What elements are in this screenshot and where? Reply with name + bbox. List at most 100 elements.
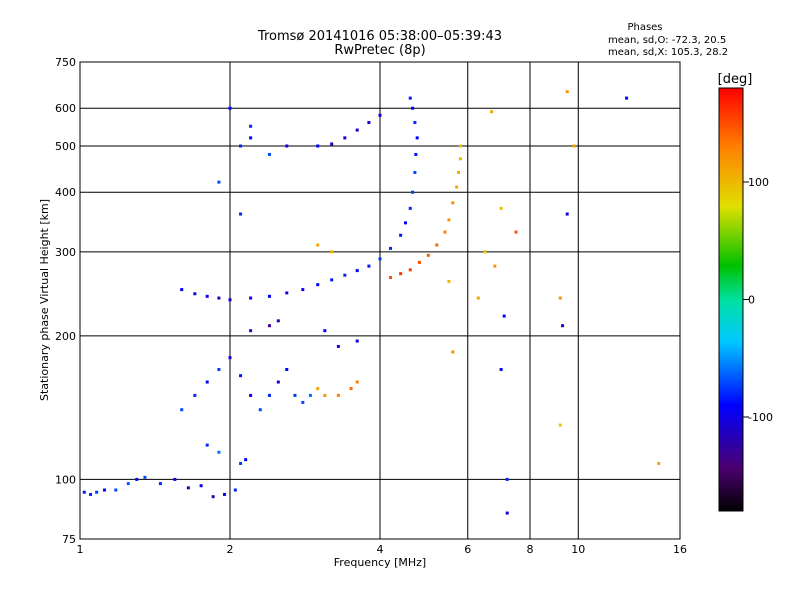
- data-point: [239, 212, 243, 216]
- data-point: [561, 324, 565, 328]
- x-axis-ticks: 1 2 4 6 8 10 16: [77, 543, 688, 556]
- data-point: [239, 461, 243, 465]
- data-point: [330, 142, 334, 146]
- colorbar-tick-label: 100: [748, 176, 769, 189]
- data-point: [389, 246, 393, 250]
- data-point: [301, 288, 305, 292]
- data-point: [301, 400, 305, 404]
- data-point: [483, 250, 487, 254]
- y-tick-label: 400: [55, 186, 76, 199]
- data-point: [276, 319, 280, 323]
- data-point: [323, 329, 327, 333]
- chart-title: Tromsø 20141016 05:38:00–05:39:43: [257, 29, 502, 44]
- data-point: [82, 490, 86, 494]
- data-point: [330, 278, 334, 282]
- data-point: [233, 488, 237, 492]
- data-point: [336, 344, 340, 348]
- data-point: [565, 90, 569, 94]
- data-point: [455, 185, 459, 189]
- gridlines: [80, 62, 680, 539]
- data-point: [205, 443, 209, 447]
- data-point: [458, 157, 462, 161]
- x-tick-label: 1: [77, 543, 84, 556]
- data-point: [173, 477, 177, 481]
- data-point: [249, 296, 253, 300]
- data-point: [244, 458, 248, 462]
- data-point: [558, 296, 562, 300]
- data-point: [239, 374, 243, 378]
- data-point: [408, 268, 412, 272]
- data-point: [114, 488, 118, 492]
- data-point: [378, 257, 382, 261]
- y-tick-label: 500: [55, 140, 76, 153]
- data-point: [417, 260, 421, 264]
- data-point: [408, 96, 412, 100]
- data-point: [490, 110, 494, 114]
- data-point: [308, 393, 312, 397]
- x-tick-label: 16: [673, 543, 687, 556]
- data-point: [457, 170, 461, 174]
- data-point: [249, 124, 253, 128]
- data-point: [378, 113, 382, 117]
- data-point: [258, 408, 262, 412]
- data-point: [239, 144, 243, 148]
- data-point: [476, 296, 480, 300]
- chart-subtitle: RwPretec (8p): [334, 43, 425, 58]
- data-point: [217, 180, 221, 184]
- y-axis-ticks: 75 100 200 300 400 500 600 750: [55, 56, 76, 546]
- y-axis-label: Stationary phase Virtual Height [km]: [38, 199, 51, 401]
- data-point: [276, 380, 280, 384]
- data-point: [316, 283, 320, 287]
- data-point: [367, 264, 371, 268]
- data-point: [343, 273, 347, 277]
- y-tick-label: 100: [55, 473, 76, 486]
- data-point: [502, 314, 506, 318]
- data-point: [126, 482, 130, 486]
- data-point: [367, 121, 371, 125]
- stats-o-line: mean, sd,O: -72.3, 20.5: [608, 35, 726, 46]
- data-point: [493, 264, 497, 268]
- data-point: [389, 276, 393, 280]
- data-point: [411, 106, 415, 110]
- data-point: [447, 279, 451, 283]
- data-point: [267, 152, 271, 156]
- data-point: [355, 269, 359, 273]
- data-point: [323, 393, 327, 397]
- stats-x-line: mean, sd,X: 105.3, 28.2: [608, 47, 728, 58]
- data-point: [355, 380, 359, 384]
- data-point: [249, 329, 253, 333]
- data-point: [414, 152, 418, 156]
- data-point: [505, 511, 509, 515]
- x-tick-label: 6: [464, 543, 471, 556]
- data-point: [505, 477, 509, 481]
- data-point: [499, 206, 503, 210]
- data-point: [451, 350, 455, 354]
- data-point: [349, 387, 353, 391]
- data-point: [316, 243, 320, 247]
- data-point: [186, 486, 190, 490]
- data-point: [249, 136, 253, 140]
- data-point: [293, 393, 297, 397]
- data-point: [285, 291, 289, 295]
- stats-heading: Phases: [627, 22, 662, 33]
- colorbar-tick-label: 0: [748, 294, 755, 307]
- x-tick-label: 8: [527, 543, 534, 556]
- data-point: [217, 367, 221, 371]
- data-point: [443, 230, 447, 234]
- data-point: [89, 492, 93, 496]
- data-point: [558, 423, 562, 427]
- data-point: [399, 272, 403, 276]
- data-point: [193, 393, 197, 397]
- data-point: [223, 492, 227, 496]
- data-point: [415, 136, 419, 140]
- data-point: [458, 144, 462, 148]
- colorbar-label: [deg]: [718, 72, 753, 87]
- data-point: [158, 482, 162, 486]
- scatter-points: [82, 90, 661, 515]
- data-point: [565, 212, 569, 216]
- x-tick-label: 2: [227, 543, 234, 556]
- data-point: [228, 356, 232, 360]
- data-point: [316, 387, 320, 391]
- data-point: [447, 218, 451, 222]
- data-point: [499, 367, 503, 371]
